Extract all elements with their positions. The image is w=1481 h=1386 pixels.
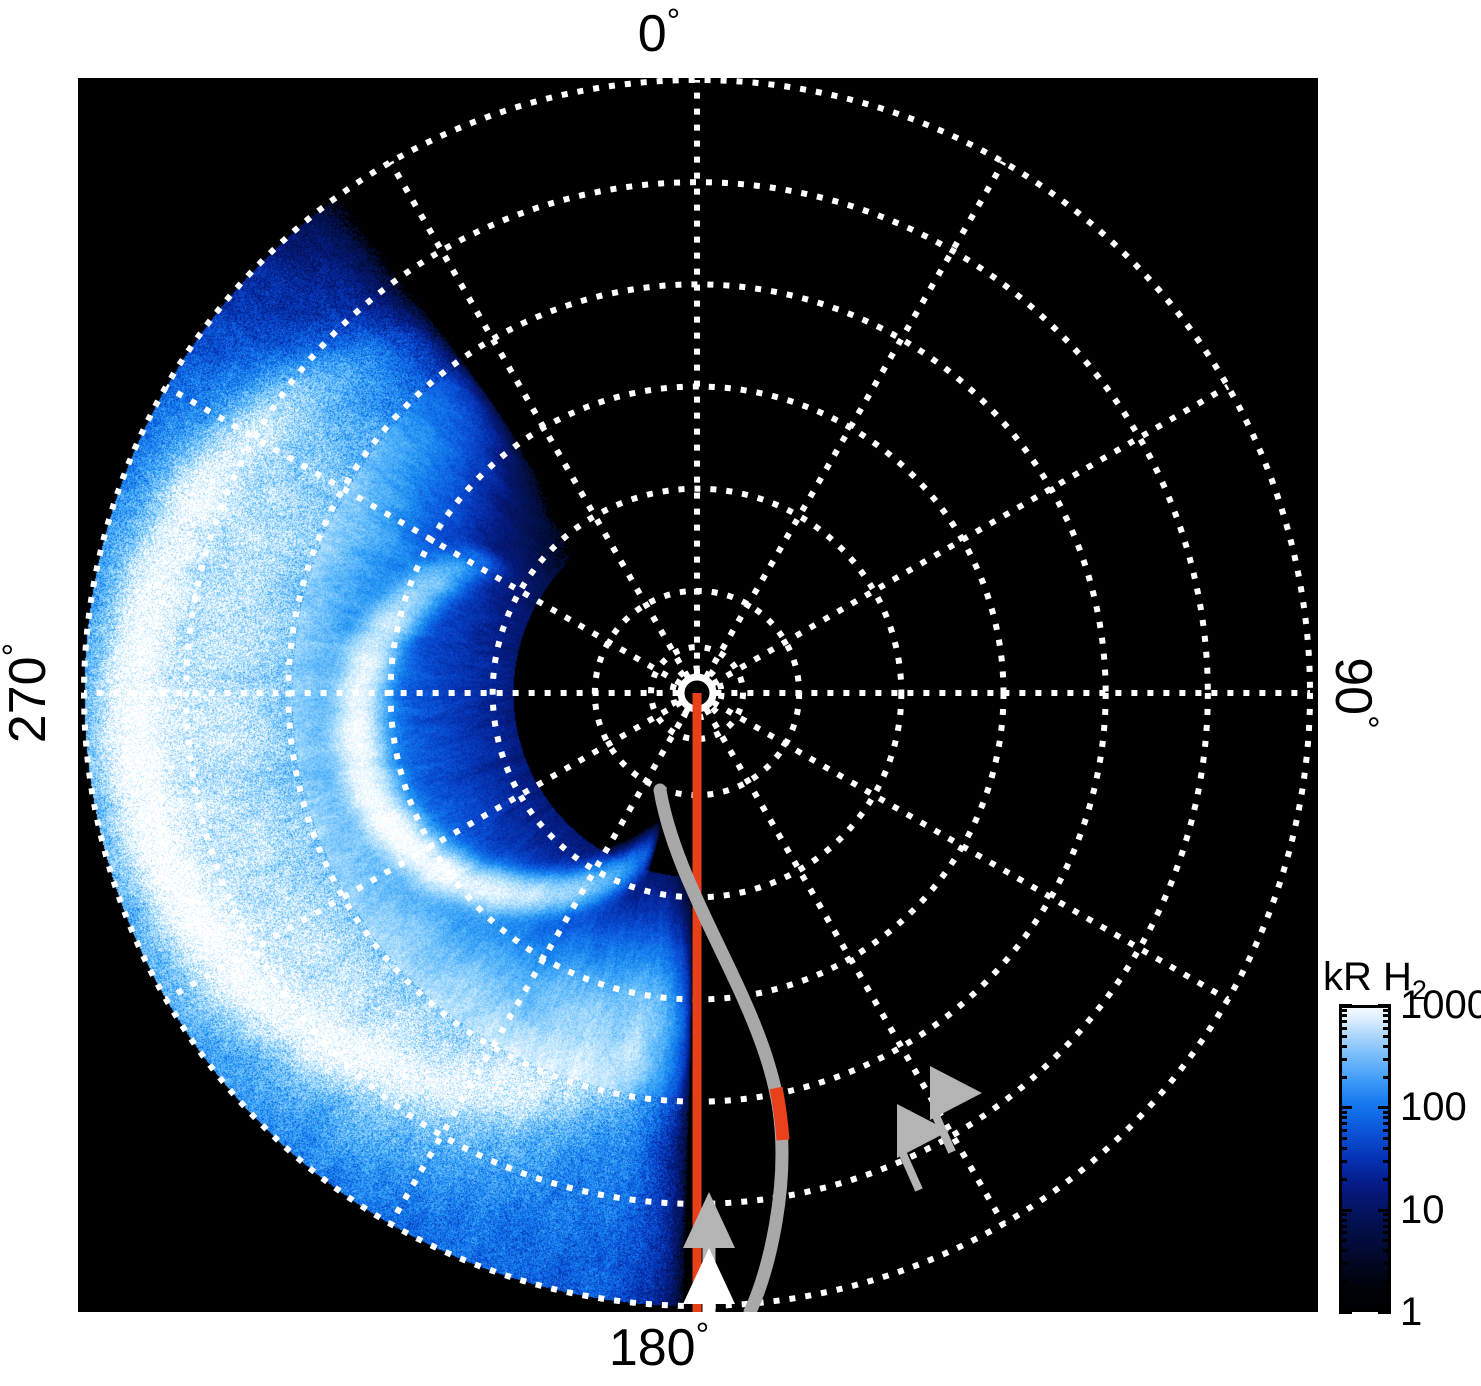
pointer-arrow-tail [899,1152,923,1192]
colorbar-tick-minor [1383,1213,1391,1217]
colorbar-tick-label: 10 [1400,1187,1445,1232]
colorbar-tick-major [1378,1311,1391,1314]
colorbar-tick-minor [1383,1129,1391,1133]
polar-plot-area [78,78,1318,1312]
colorbar-tick-minor [1383,1262,1391,1266]
grid-spoke [164,699,683,1003]
colorbar-tick-minor [1339,1224,1347,1228]
grid-spoke [164,383,683,687]
colorbar-tick-minor [1339,1019,1347,1023]
grid-spoke [703,707,1007,1226]
colorbar-tick-minor [1383,1034,1391,1038]
colorbar-tick-minor [1383,1137,1391,1141]
colorbar-tick-minor [1339,1034,1347,1038]
axis-label-90deg: 90° [1324,657,1385,729]
colorbar-tick-minor [1383,1013,1391,1017]
colorbar-tick-minor [1339,1239,1347,1243]
colorbar-tick-minor [1383,1044,1391,1048]
colorbar-tick-minor [1383,1159,1391,1163]
axis-label-180deg: 180° [608,1316,710,1377]
colorbar-tick-label: 100 [1400,1085,1467,1130]
grid-spoke [711,699,1230,1003]
colorbar-tick-minor [1339,1231,1347,1235]
colorbar-tick-minor [1339,1159,1347,1163]
colorbar-tick-minor [1339,1013,1347,1017]
colorbar-tick-major [1378,1208,1391,1212]
pointer-arrow-upper [930,1066,982,1154]
pointer-arrowhead-icon [930,1066,982,1120]
colorbar-tick-minor [1339,1262,1347,1266]
colorbar-tick-minor [1383,1147,1391,1151]
colorbar-tick-minor [1339,1044,1347,1048]
grid-spoke [387,707,691,1226]
colorbar-tick-minor [1383,1177,1391,1181]
colorbar-tick-minor [1383,1111,1391,1115]
colorbar-tick-major [1339,1106,1352,1110]
grid-circle-inner [669,665,725,721]
colorbar-tick-minor [1383,1116,1391,1120]
colorbar-tick-minor [1339,1147,1347,1151]
colorbar-tick-minor [1383,1122,1391,1126]
colorbar-tick-label: 1000 [1400,983,1481,1027]
colorbar-tick-minor [1383,1239,1391,1243]
field-line-footprint-mark [769,1086,790,1141]
colorbar: kR H2 1000 100 10 1 [1318,940,1481,1340]
colorbar-tick-minor [1339,1057,1347,1061]
colorbar-tick-minor [1339,1177,1347,1181]
colorbar-tick-minor [1339,1249,1347,1253]
colorbar-tick-minor [1339,1116,1347,1120]
grid-spoke [711,383,1230,687]
colorbar-tick-minor [1339,1026,1347,1030]
colorbar-title: kR H2 [1323,955,1427,1005]
colorbar-tick-minor [1383,1057,1391,1061]
colorbar-tick-minor [1383,1280,1391,1284]
colorbar-tick-major [1339,1311,1352,1314]
colorbar-tick-minor [1383,1218,1391,1222]
pointer-arrow-tail [932,1114,956,1154]
colorbar-tick-major [1339,1004,1352,1007]
colorbar-tick-minor [1339,1008,1347,1012]
colorbar-tick-minor [1339,1280,1347,1284]
colorbar-tick-minor [1383,1019,1391,1023]
colorbar-tick-minor [1383,1026,1391,1030]
grid-spoke [387,160,691,679]
colorbar-tick-major [1378,1106,1391,1110]
colorbar-tick-minor [1339,1122,1347,1126]
colorbar-tick-major [1378,1004,1391,1007]
colorbar-tick-minor [1383,1008,1391,1012]
grid-spoke [703,160,1007,679]
colorbar-gradient [1339,1005,1391,1312]
up-arrow-white [683,1248,735,1312]
colorbar-tick-minor [1383,1231,1391,1235]
colorbar-tick-minor [1383,1224,1391,1228]
colorbar-tick-minor [1339,1218,1347,1222]
annotation-overlay [653,693,982,1312]
colorbar-tick-minor [1339,1111,1347,1115]
axis-label-0deg: 0° [637,2,681,63]
colorbar-tick-minor [1339,1213,1347,1217]
pointer-arrowhead-icon [897,1104,949,1158]
colorbar-tick-minor [1339,1137,1347,1141]
colorbar-tick-minor [1383,1075,1391,1079]
colorbar-tick-minor [1339,1075,1347,1079]
colorbar-tick-minor [1383,1249,1391,1253]
colorbar-tick-major [1339,1208,1352,1212]
up-arrow-icon [683,1248,735,1312]
colorbar-tick-label: 1 [1400,1290,1423,1334]
grid-circle-inner [648,644,746,742]
axis-label-270deg: 270° [0,642,57,744]
colorbar-tick-minor [1339,1129,1347,1133]
pointer-arrow-lower [897,1104,949,1192]
